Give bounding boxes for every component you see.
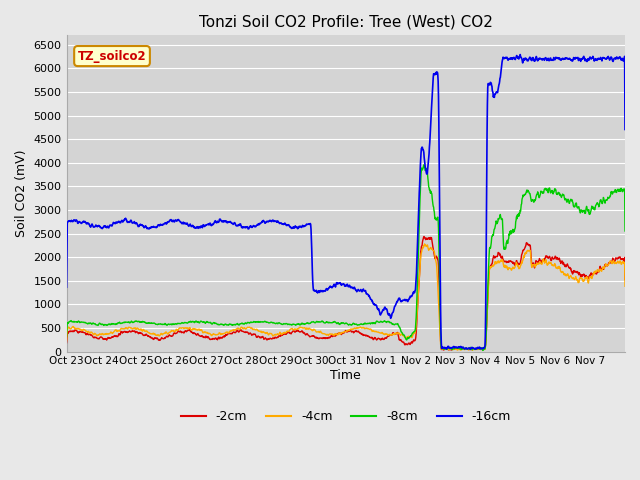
Legend: -2cm, -4cm, -8cm, -16cm: -2cm, -4cm, -8cm, -16cm [175, 405, 516, 428]
Y-axis label: Soil CO2 (mV): Soil CO2 (mV) [15, 150, 28, 237]
Text: TZ_soilco2: TZ_soilco2 [77, 49, 147, 62]
X-axis label: Time: Time [330, 369, 361, 382]
Title: Tonzi Soil CO2 Profile: Tree (West) CO2: Tonzi Soil CO2 Profile: Tree (West) CO2 [199, 15, 493, 30]
